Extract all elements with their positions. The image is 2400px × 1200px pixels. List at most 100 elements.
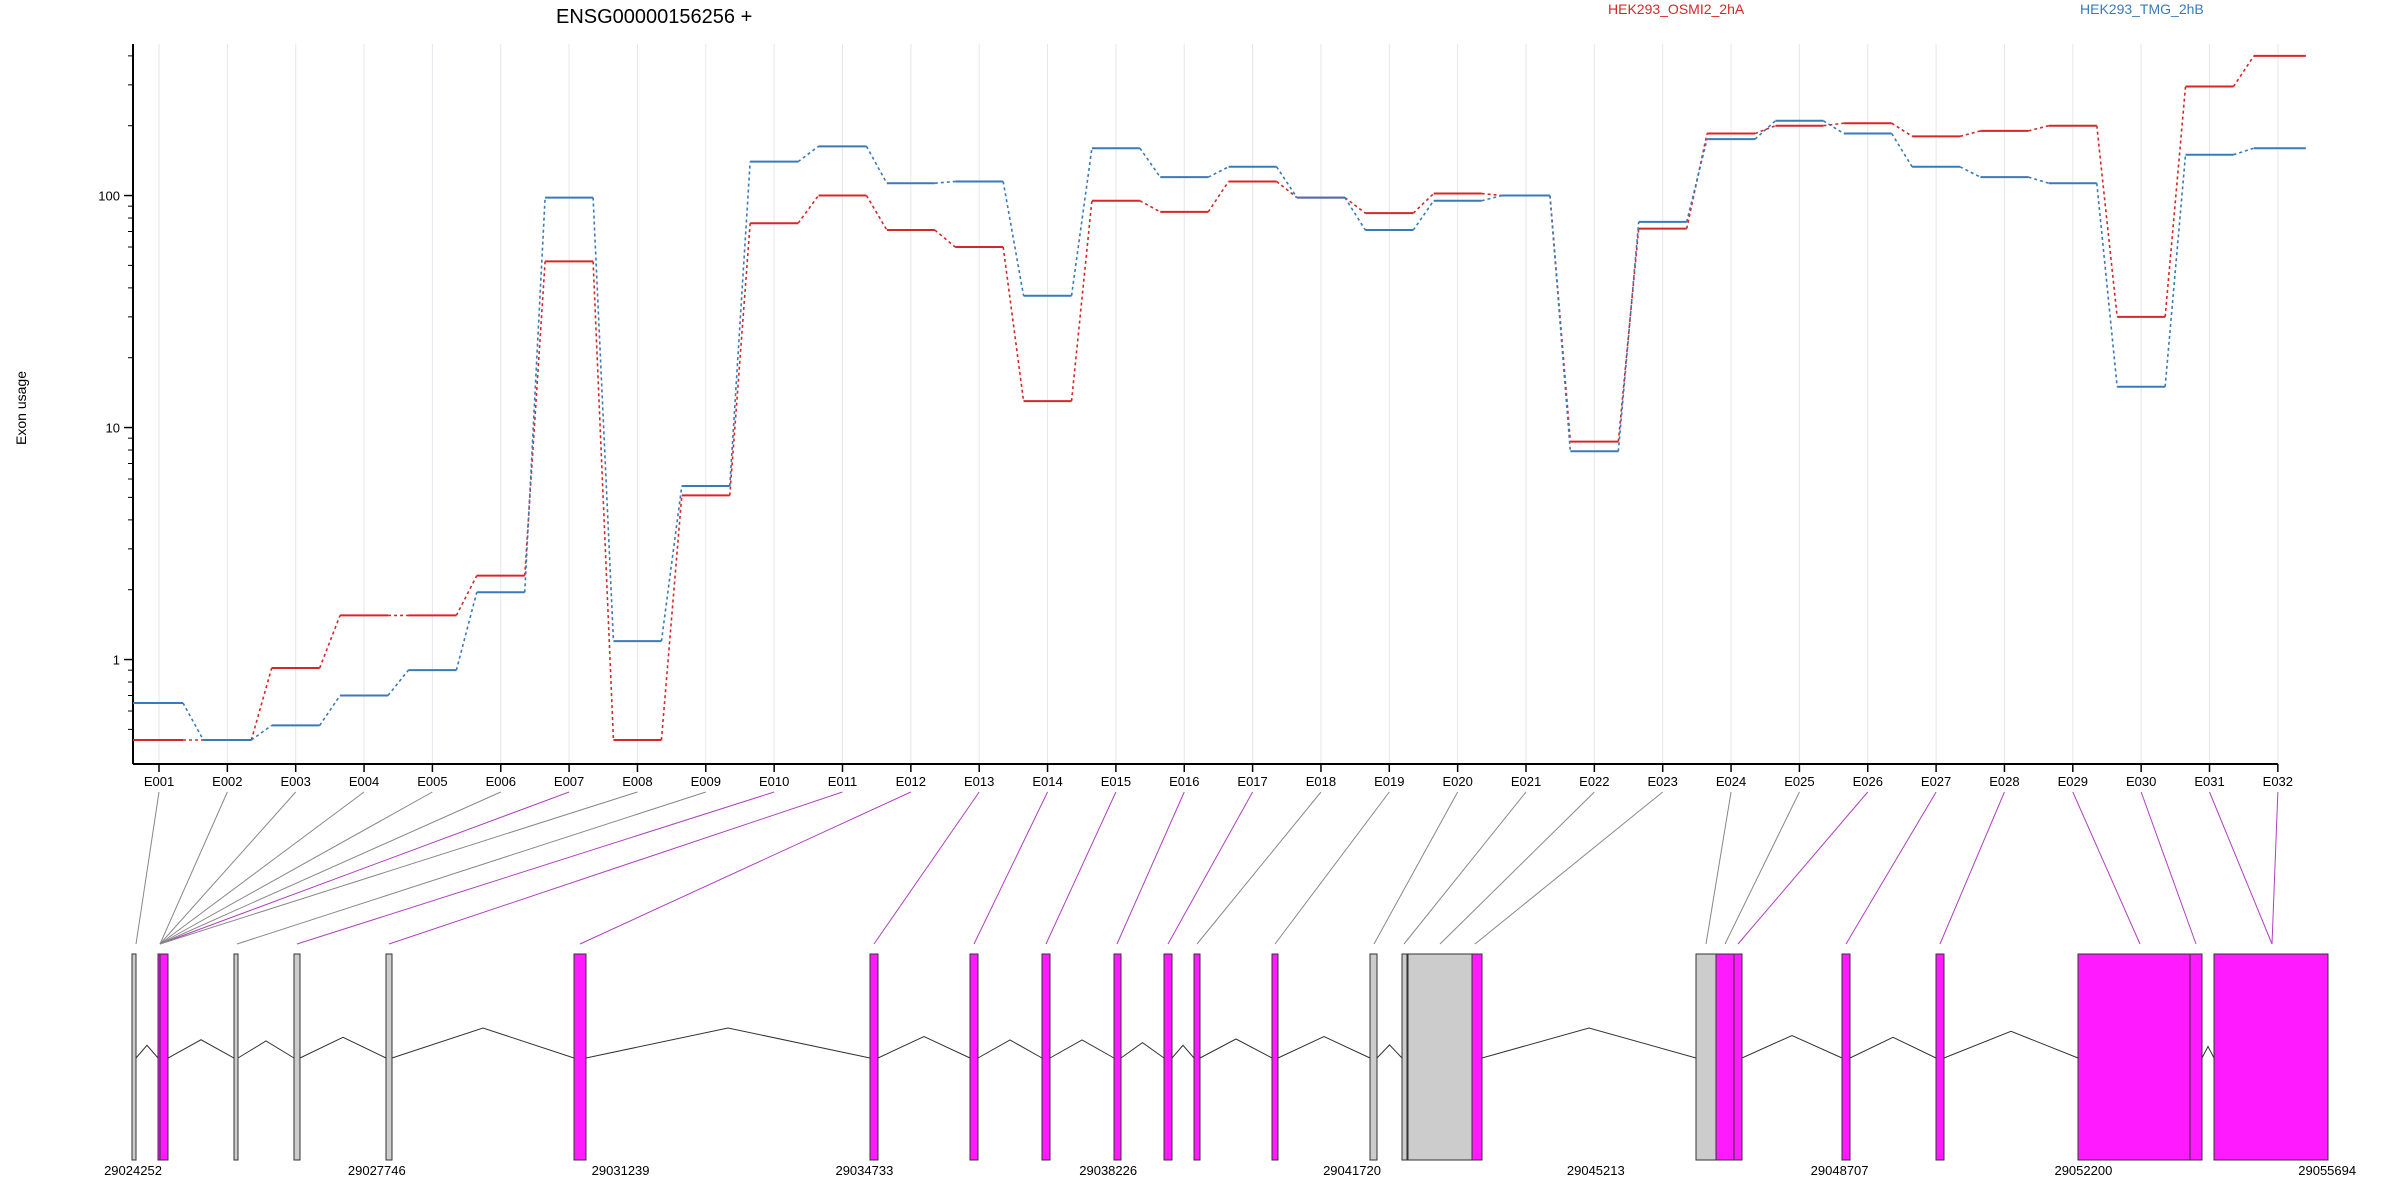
exon-connector-E014 — [973, 791, 1049, 945]
exon-block — [1113, 953, 1122, 1161]
x-tick-label: E029 — [2058, 774, 2088, 789]
x-tick-label: E031 — [2194, 774, 2224, 789]
series-connector — [1481, 194, 1503, 202]
intron-line — [1171, 1044, 1195, 1059]
intron-line — [1277, 1035, 1371, 1059]
x-tick-label: E011 — [828, 774, 857, 789]
exon-block — [1935, 953, 1945, 1161]
series-connector — [1959, 166, 1981, 178]
exon-connector-E003 — [159, 791, 297, 945]
exon-block — [1715, 953, 1735, 1161]
series-connector — [660, 485, 683, 642]
series-connector — [1412, 200, 1435, 231]
exon-connector-E017 — [1167, 791, 1254, 945]
exon-block — [1401, 953, 1408, 1161]
series-connector — [592, 261, 615, 741]
series-connector — [1207, 166, 1229, 178]
series-connector — [2028, 176, 2050, 184]
exon-block — [1407, 953, 1473, 1161]
series-connector — [934, 229, 956, 248]
x-tick-label: E017 — [1237, 774, 1267, 789]
series-connector — [1002, 246, 1025, 402]
series-connector — [2028, 124, 2049, 132]
x-tick-label: E019 — [1374, 774, 1404, 789]
exon-block — [131, 953, 137, 1161]
exon-block — [2213, 953, 2329, 1161]
series-connector — [250, 667, 273, 741]
exon-block — [1163, 953, 1173, 1161]
exon-block — [159, 953, 169, 1161]
x-tick-label: E002 — [212, 774, 242, 789]
series-connector — [318, 615, 341, 669]
x-tick-label: E003 — [281, 774, 311, 789]
exon-block — [1733, 953, 1743, 1161]
exon-connector-E031 — [2209, 791, 2273, 945]
series-connector — [455, 575, 478, 616]
x-tick-label: E022 — [1579, 774, 1609, 789]
exon-connector-E018 — [1196, 791, 1322, 945]
exon-block — [1369, 953, 1378, 1161]
series-connector — [1959, 130, 1981, 138]
chart-title: ENSG00000156256 + — [556, 6, 752, 28]
x-tick-label: E014 — [1032, 774, 1062, 789]
exon-block — [1471, 953, 1483, 1161]
series-connector — [660, 495, 683, 741]
intron-line — [1943, 1030, 2079, 1059]
series-connector — [2164, 86, 2187, 317]
exon-connector-E028 — [1939, 791, 2005, 945]
exon-connector-E030 — [2140, 791, 2197, 945]
intron-line — [1741, 1034, 1843, 1059]
series-2 — [133, 119, 2306, 741]
plot-area: 1 10 100 E001 E002 E003 E004 E005 E006 E007 E008 E0… — [98, 44, 2306, 789]
exon-block — [969, 953, 979, 1161]
series-connector — [182, 702, 205, 741]
x-tick-label: E009 — [691, 774, 721, 789]
exon-connector-E020 — [1373, 791, 1459, 945]
series-connector — [934, 180, 956, 185]
series-connector — [523, 261, 546, 576]
exon-connector-E016 — [1116, 791, 1185, 945]
genomic-tick-label: 29038226 — [1079, 1163, 1137, 1178]
intron-line — [135, 1044, 159, 1059]
x-tick-label: E001 — [144, 774, 174, 789]
series-connector — [319, 695, 341, 726]
series-connector — [865, 145, 888, 184]
exon-connector-E029 — [2072, 791, 2141, 945]
series-connector — [1617, 221, 1640, 452]
genomic-tick-label: 29024252 — [104, 1163, 162, 1178]
series-connector — [455, 592, 478, 671]
series-connector — [1344, 196, 1366, 214]
exon-block — [385, 953, 393, 1161]
series-connector — [592, 197, 615, 642]
exon-connector-E026 — [1737, 791, 1869, 945]
exon-connector-E012 — [579, 791, 912, 945]
intron-line — [237, 1040, 295, 1059]
x-tick-label: E021 — [1511, 774, 1541, 789]
exon-connector-E009 — [236, 791, 706, 945]
series-connector — [1481, 192, 1503, 197]
series-connector — [797, 195, 820, 224]
x-tick-label: E020 — [1442, 774, 1472, 789]
exon-connector-E024 — [1705, 791, 1732, 945]
series-connector — [2096, 125, 2118, 317]
series-connector — [387, 669, 410, 696]
x-tick-label: E005 — [417, 774, 447, 789]
genomic-tick-label: 29055694 — [2298, 1163, 2356, 1178]
series-connector — [1002, 181, 1025, 296]
x-tick-label: E013 — [964, 774, 994, 789]
legend-series-1: HEK293_OSMI2_2hA — [1608, 1, 1745, 17]
exon-connector-E015 — [1045, 791, 1117, 945]
exon-connector-E002 — [159, 791, 228, 945]
series-connector — [1754, 124, 1776, 135]
series-connector — [1823, 122, 1844, 127]
exon-connector-E022 — [1439, 791, 1595, 945]
exon-connector-E005 — [159, 791, 433, 945]
x-tick-label: E007 — [554, 774, 584, 789]
series-connector — [729, 223, 751, 496]
exon-block — [293, 953, 301, 1161]
x-tick-label: E032 — [2263, 774, 2293, 789]
series-connector — [1685, 138, 1708, 223]
intron-line — [977, 1039, 1043, 1059]
series-connector — [1276, 180, 1298, 199]
exon-block — [2077, 953, 2193, 1161]
